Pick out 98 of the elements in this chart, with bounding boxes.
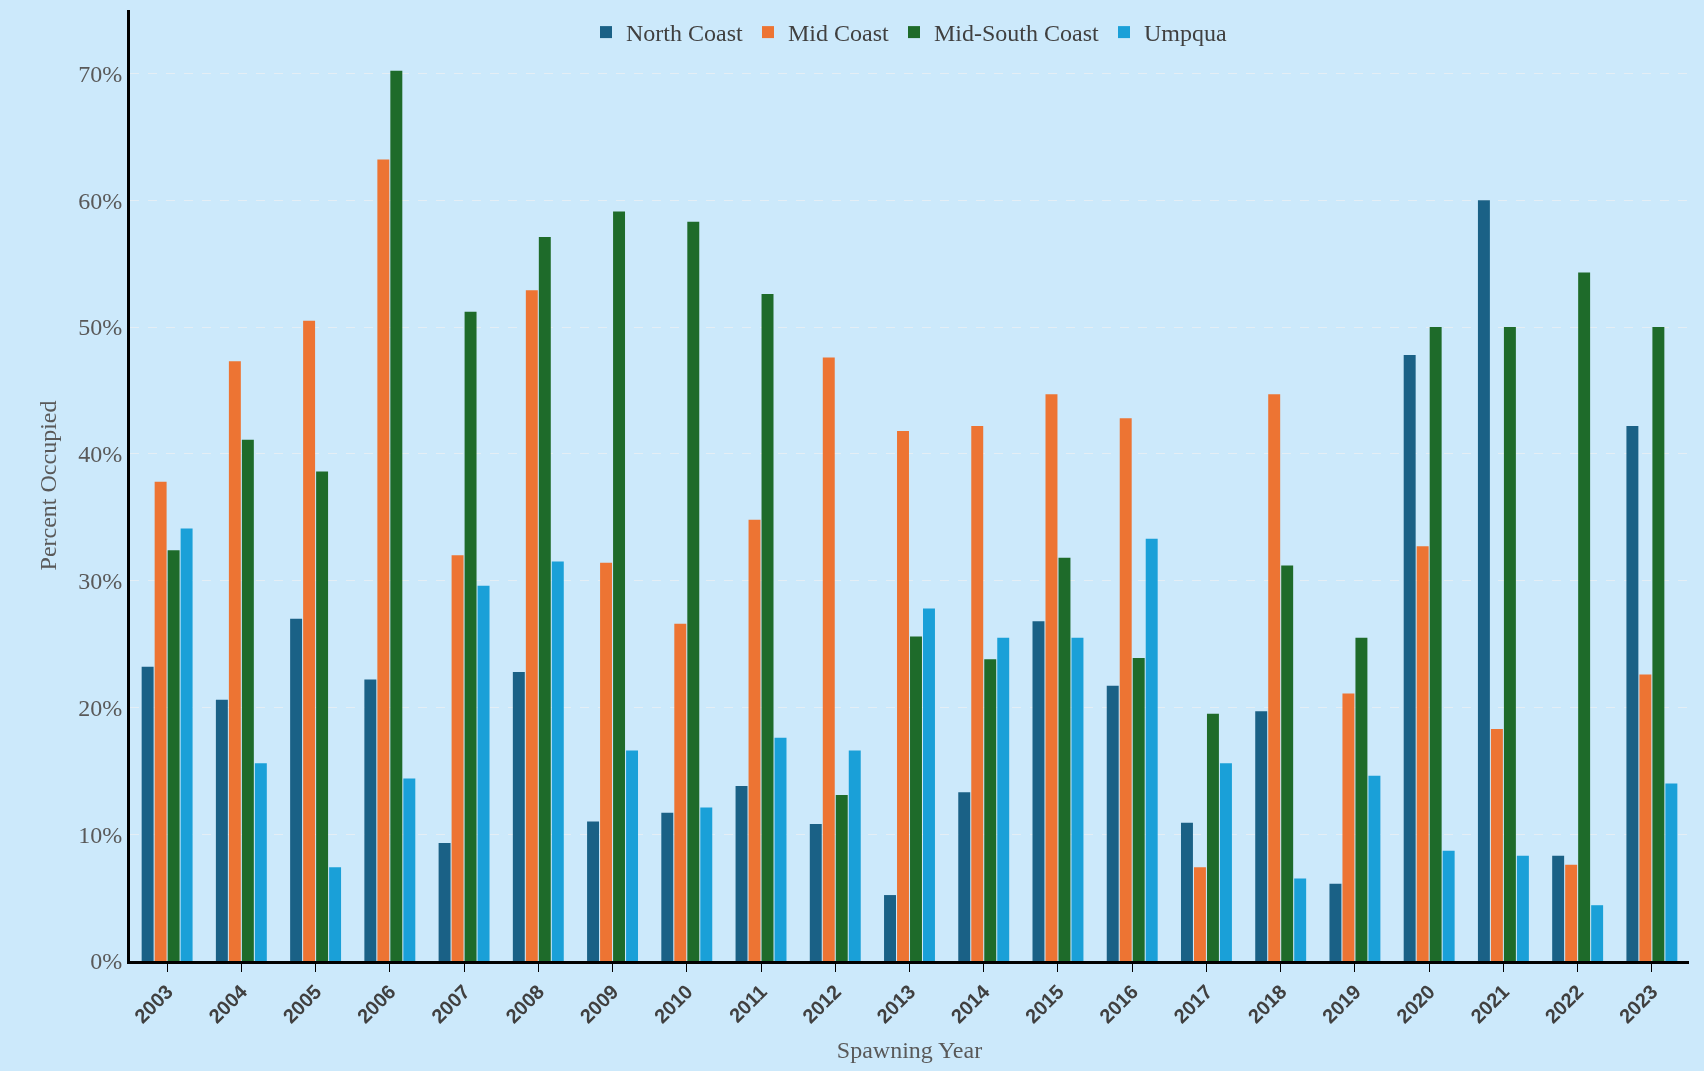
bar: [477, 585, 490, 961]
bar: [1552, 855, 1565, 961]
bar: [687, 221, 700, 961]
bar: [180, 528, 193, 961]
bar: [241, 439, 254, 961]
bar: [1516, 855, 1529, 961]
bar: [1355, 637, 1368, 961]
bar: [438, 843, 451, 961]
bar: [329, 867, 342, 961]
bar: [1281, 565, 1294, 961]
bar: [626, 750, 639, 961]
y-tick-label: 20%: [78, 694, 123, 721]
bar: [613, 211, 626, 961]
bar: [997, 637, 1010, 961]
legend-label: Mid-South Coast: [934, 20, 1100, 47]
bar: [551, 561, 564, 961]
bar: [1342, 693, 1355, 961]
bar: [897, 430, 909, 961]
bar: [1180, 822, 1193, 961]
bar: [377, 159, 390, 961]
bar: [884, 895, 896, 961]
bar: [1145, 538, 1158, 961]
bar: [700, 807, 713, 961]
bar: [403, 778, 416, 961]
bar: [1442, 850, 1455, 961]
bar: [167, 550, 180, 961]
bar: [735, 786, 748, 961]
bar: [1368, 775, 1381, 961]
bar: [1329, 883, 1342, 961]
bar: [154, 481, 167, 961]
bar: [1626, 425, 1639, 961]
bar: [1268, 394, 1281, 961]
bar: [1119, 418, 1132, 961]
bar: [958, 792, 971, 961]
bar: [1219, 763, 1232, 961]
bar: [971, 425, 984, 961]
legend-label: North Coast: [626, 20, 743, 47]
bar: [1045, 394, 1058, 961]
bar: [512, 671, 525, 961]
bar: [1652, 327, 1665, 961]
bar: [290, 618, 303, 961]
bar: [1294, 878, 1307, 961]
bar: [748, 519, 761, 961]
y-tick-label: 60%: [78, 187, 123, 214]
bar: [822, 357, 835, 961]
bar: [364, 679, 377, 961]
bar: [451, 555, 464, 961]
y-tick-label: 30%: [78, 568, 123, 594]
y-tick-label: 0%: [90, 948, 123, 975]
bar: [910, 636, 922, 961]
bar: [761, 294, 774, 961]
bar: [464, 311, 477, 961]
y-tick-label: 40%: [78, 441, 123, 468]
y-tick-label: 50%: [78, 314, 123, 341]
bar: [984, 659, 997, 961]
bar: [1071, 637, 1084, 961]
legend-label: Mid Coast: [787, 20, 889, 47]
bar: [1578, 272, 1591, 961]
bar: [1429, 327, 1442, 961]
bar: [1665, 783, 1678, 961]
bar: [774, 737, 787, 961]
bar: [254, 763, 267, 961]
bar: [1193, 867, 1206, 961]
bar: [228, 361, 241, 961]
legend-label: Umpqua: [1144, 20, 1228, 47]
bar: [661, 812, 674, 961]
bar: [848, 750, 861, 961]
bar: [1206, 713, 1219, 961]
bar: [316, 471, 329, 961]
bar: [303, 320, 316, 961]
bar: [390, 70, 403, 961]
bar: [1565, 864, 1578, 961]
bar: [1058, 557, 1071, 961]
bar: [674, 623, 687, 961]
bar: [809, 824, 822, 961]
bar: [1403, 354, 1416, 961]
bar: [1106, 685, 1119, 961]
y-axis-title: Percent Occupied: [35, 400, 62, 571]
bar: [1503, 327, 1516, 961]
bar: [1477, 200, 1490, 961]
bar: [1490, 728, 1503, 961]
bar: [215, 699, 228, 961]
bar: [538, 236, 551, 961]
bar: [1591, 905, 1604, 961]
bar: [1416, 546, 1429, 961]
bar: [835, 794, 848, 961]
bar: [923, 608, 935, 961]
x-axis-title: Spawning Year: [836, 1036, 983, 1063]
bar: [600, 562, 613, 961]
bar: [1032, 621, 1045, 961]
bar: [1255, 711, 1268, 961]
y-tick-label: 10%: [78, 821, 123, 848]
bar: [1639, 674, 1652, 961]
bar: [141, 666, 154, 961]
bar: [525, 290, 538, 961]
bar: [587, 821, 600, 961]
bar: [1132, 657, 1145, 961]
y-tick-label: 70%: [78, 60, 123, 87]
